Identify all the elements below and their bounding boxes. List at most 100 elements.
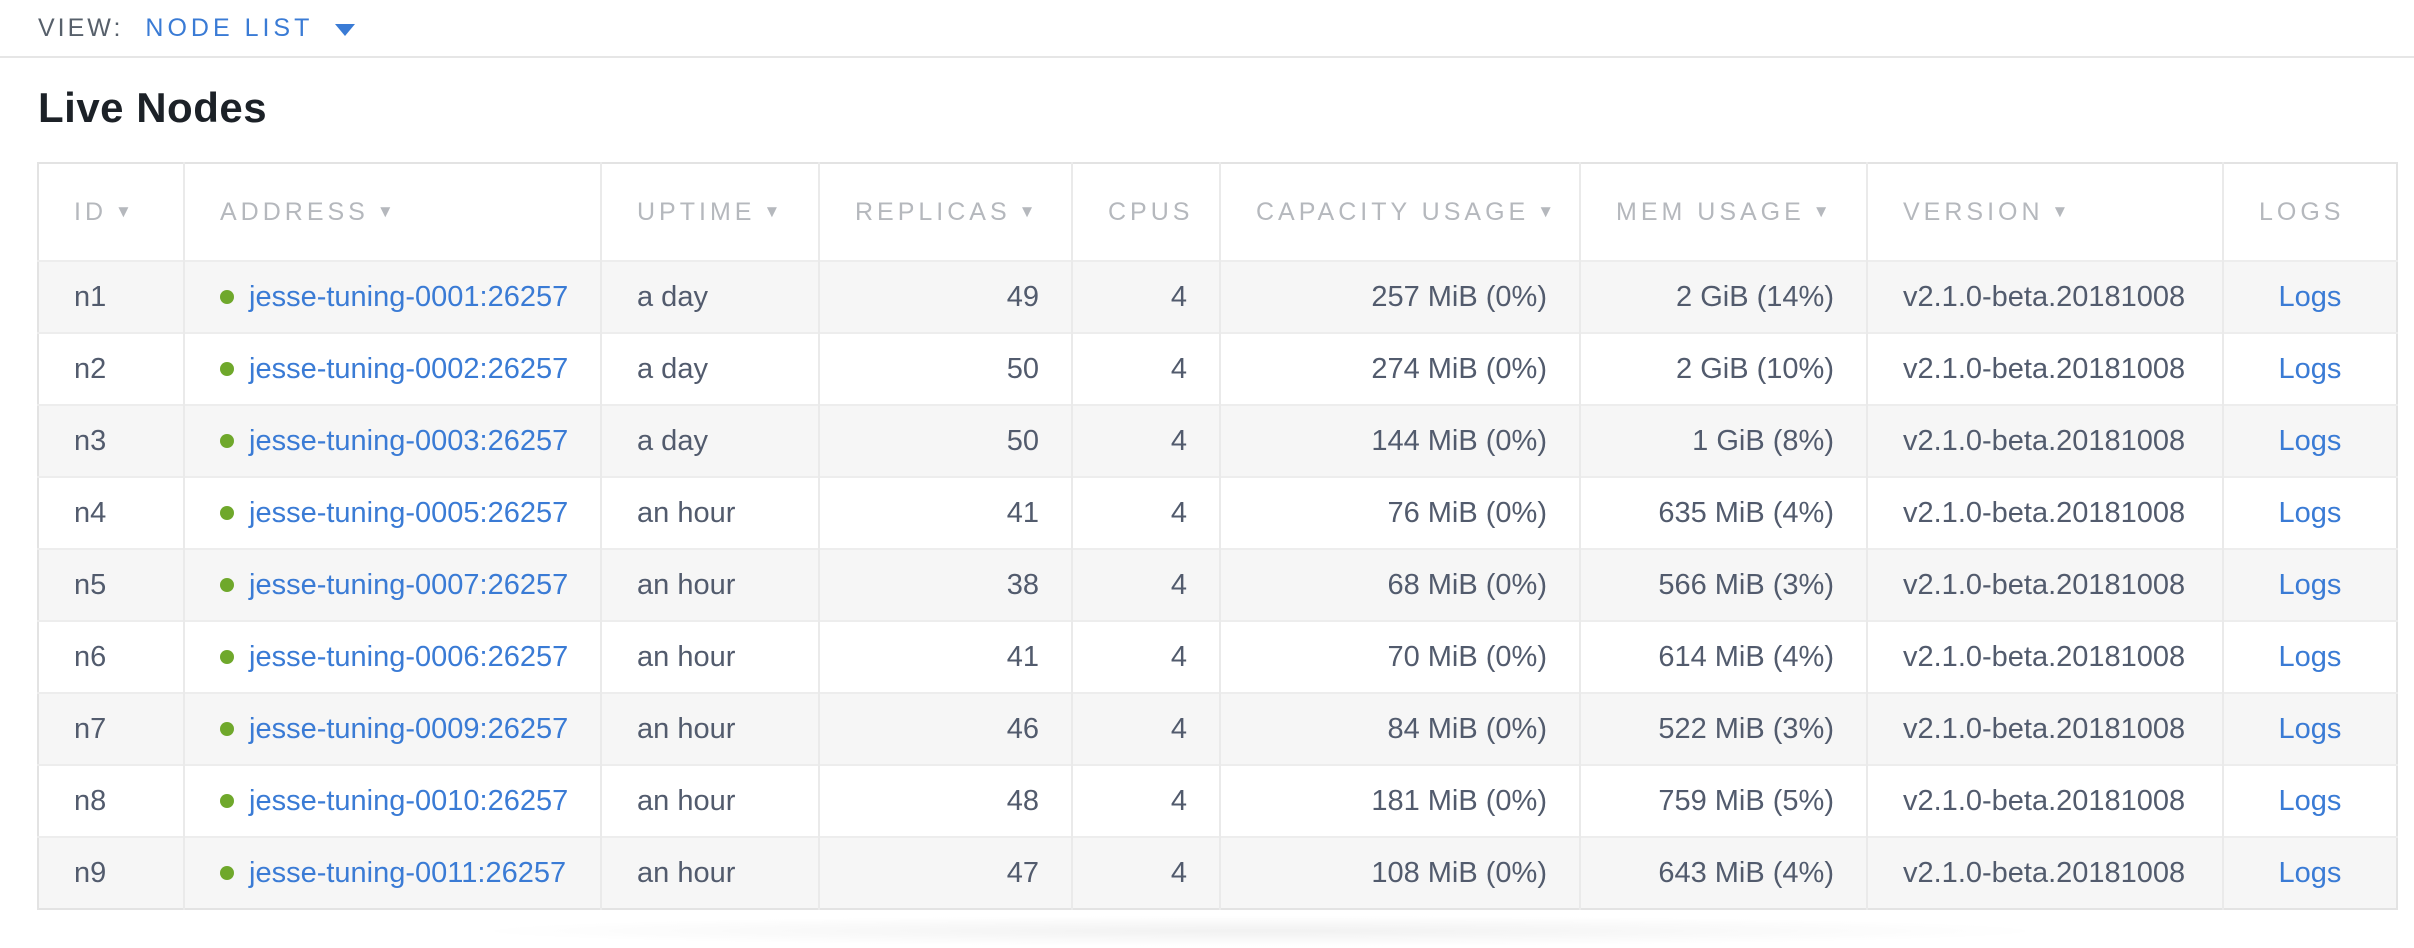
logs-link[interactable]: Logs — [2278, 784, 2342, 817]
column-header[interactable]: LOGS — [2222, 163, 2397, 261]
node-address-link[interactable]: jesse-tuning-0002:26257 — [249, 352, 569, 385]
node-id-cell: n3 — [38, 404, 184, 477]
node-version-cell: v2.1.0-beta.20181008 — [1866, 260, 2223, 333]
node-cpus-cell: 4 — [1071, 260, 1220, 333]
node-id-cell: n2 — [38, 332, 184, 405]
logs-link[interactable]: Logs — [2278, 640, 2342, 673]
node-mem-cell: 635 MiB (4%) — [1579, 476, 1867, 549]
node-status-dot-icon — [220, 289, 234, 304]
node-replicas-cell: 50 — [818, 404, 1072, 477]
logs-link[interactable]: Logs — [2278, 424, 2342, 457]
node-address-cell: jesse-tuning-0003:26257 — [183, 404, 601, 477]
node-replicas-cell: 49 — [818, 260, 1072, 333]
node-id-cell: n7 — [38, 692, 184, 765]
node-id-cell: n6 — [38, 620, 184, 693]
node-cpus-cell: 4 — [1071, 836, 1220, 909]
node-address-link[interactable]: jesse-tuning-0001:26257 — [249, 280, 569, 313]
node-mem-cell: 2 GiB (10%) — [1579, 332, 1867, 405]
node-address-cell: jesse-tuning-0011:26257 — [183, 836, 601, 909]
node-capacity-cell: 181 MiB (0%) — [1219, 764, 1580, 837]
node-uptime-cell: an hour — [600, 476, 819, 549]
column-header-label: ADDRESS — [220, 197, 369, 226]
node-version-cell: v2.1.0-beta.20181008 — [1866, 836, 2223, 909]
node-address-link[interactable]: jesse-tuning-0006:26257 — [249, 640, 569, 673]
logs-link[interactable]: Logs — [2278, 856, 2342, 889]
column-header-label: ID — [74, 197, 107, 226]
logs-link[interactable]: Logs — [2278, 352, 2342, 385]
column-header[interactable]: ADDRESS ▼ — [183, 163, 601, 261]
column-header[interactable]: REPLICAS ▼ — [818, 163, 1072, 261]
view-dropdown[interactable]: NODE LIST — [145, 14, 356, 43]
table-row: n7 jesse-tuning-0009:26257 an hour 46 4 … — [38, 692, 2397, 765]
table-row: n8 jesse-tuning-0010:26257 an hour 48 4 … — [38, 764, 2397, 837]
logs-link[interactable]: Logs — [2278, 712, 2342, 745]
node-replicas-cell: 46 — [818, 692, 1072, 765]
column-header[interactable]: CAPACITY USAGE ▼ — [1219, 163, 1580, 261]
node-address-link[interactable]: jesse-tuning-0010:26257 — [249, 784, 569, 817]
column-header[interactable]: ID ▼ — [38, 163, 184, 261]
node-address-cell: jesse-tuning-0010:26257 — [183, 764, 601, 837]
node-id-cell: n1 — [38, 260, 184, 333]
column-header[interactable]: VERSION ▼ — [1866, 163, 2223, 261]
view-label: VIEW: — [38, 13, 124, 42]
node-uptime-cell: a day — [600, 404, 819, 477]
node-address-link[interactable]: jesse-tuning-0011:26257 — [249, 856, 567, 889]
node-mem-cell: 643 MiB (4%) — [1579, 836, 1867, 909]
node-address-link[interactable]: jesse-tuning-0003:26257 — [249, 424, 569, 457]
logs-link[interactable]: Logs — [2278, 280, 2342, 313]
node-capacity-cell: 70 MiB (0%) — [1219, 620, 1580, 693]
node-capacity-cell: 84 MiB (0%) — [1219, 692, 1580, 765]
node-address-link[interactable]: jesse-tuning-0005:26257 — [249, 496, 569, 529]
column-header-label: VERSION — [1903, 197, 2044, 226]
node-status-dot-icon — [220, 433, 234, 448]
logs-link[interactable]: Logs — [2278, 496, 2342, 529]
node-mem-cell: 614 MiB (4%) — [1579, 620, 1867, 693]
logs-link[interactable]: Logs — [2278, 568, 2342, 601]
node-mem-cell: 2 GiB (14%) — [1579, 260, 1867, 333]
column-header-label: CAPACITY USAGE — [1256, 197, 1530, 226]
node-status-dot-icon — [220, 721, 234, 736]
node-logs-cell: Logs — [2222, 620, 2397, 693]
bottom-shadow — [480, 916, 2040, 946]
node-address-cell: jesse-tuning-0007:26257 — [183, 548, 601, 621]
node-uptime-cell: an hour — [600, 620, 819, 693]
node-address-link[interactable]: jesse-tuning-0007:26257 — [249, 568, 569, 601]
node-logs-cell: Logs — [2222, 476, 2397, 549]
table-row: n2 jesse-tuning-0002:26257 a day 50 4 27… — [38, 332, 2397, 405]
node-address-link[interactable]: jesse-tuning-0009:26257 — [249, 712, 569, 745]
node-capacity-cell: 68 MiB (0%) — [1219, 548, 1580, 621]
node-logs-cell: Logs — [2222, 332, 2397, 405]
node-logs-cell: Logs — [2222, 836, 2397, 909]
node-logs-cell: Logs — [2222, 692, 2397, 765]
node-uptime-cell: an hour — [600, 692, 819, 765]
node-uptime-cell: an hour — [600, 836, 819, 909]
column-header[interactable]: UPTIME ▼ — [600, 163, 819, 261]
node-logs-cell: Logs — [2222, 404, 2397, 477]
node-mem-cell: 566 MiB (3%) — [1579, 548, 1867, 621]
sort-caret-icon: ▼ — [1537, 201, 1559, 221]
node-version-cell: v2.1.0-beta.20181008 — [1866, 620, 2223, 693]
column-header-label: MEM USAGE — [1616, 197, 1805, 226]
node-status-dot-icon — [220, 361, 234, 376]
node-uptime-cell: a day — [600, 332, 819, 405]
node-status-dot-icon — [220, 649, 234, 664]
node-cpus-cell: 4 — [1071, 332, 1220, 405]
node-capacity-cell: 108 MiB (0%) — [1219, 836, 1580, 909]
node-version-cell: v2.1.0-beta.20181008 — [1866, 476, 2223, 549]
node-id-cell: n8 — [38, 764, 184, 837]
node-id-cell: n5 — [38, 548, 184, 621]
node-address-cell: jesse-tuning-0001:26257 — [183, 260, 601, 333]
node-logs-cell: Logs — [2222, 260, 2397, 333]
column-header[interactable]: CPUS — [1071, 163, 1220, 261]
column-header[interactable]: MEM USAGE ▼ — [1579, 163, 1867, 261]
node-logs-cell: Logs — [2222, 764, 2397, 837]
table-row: n6 jesse-tuning-0006:26257 an hour 41 4 … — [38, 620, 2397, 693]
column-header-label: UPTIME — [637, 197, 756, 226]
table-row: n4 jesse-tuning-0005:26257 an hour 41 4 … — [38, 476, 2397, 549]
node-address-cell: jesse-tuning-0006:26257 — [183, 620, 601, 693]
table-row: n9 jesse-tuning-0011:26257 an hour 47 4 … — [38, 836, 2397, 909]
node-version-cell: v2.1.0-beta.20181008 — [1866, 404, 2223, 477]
node-mem-cell: 1 GiB (8%) — [1579, 404, 1867, 477]
column-header-label: CPUS — [1108, 197, 1194, 226]
node-status-dot-icon — [220, 793, 234, 808]
